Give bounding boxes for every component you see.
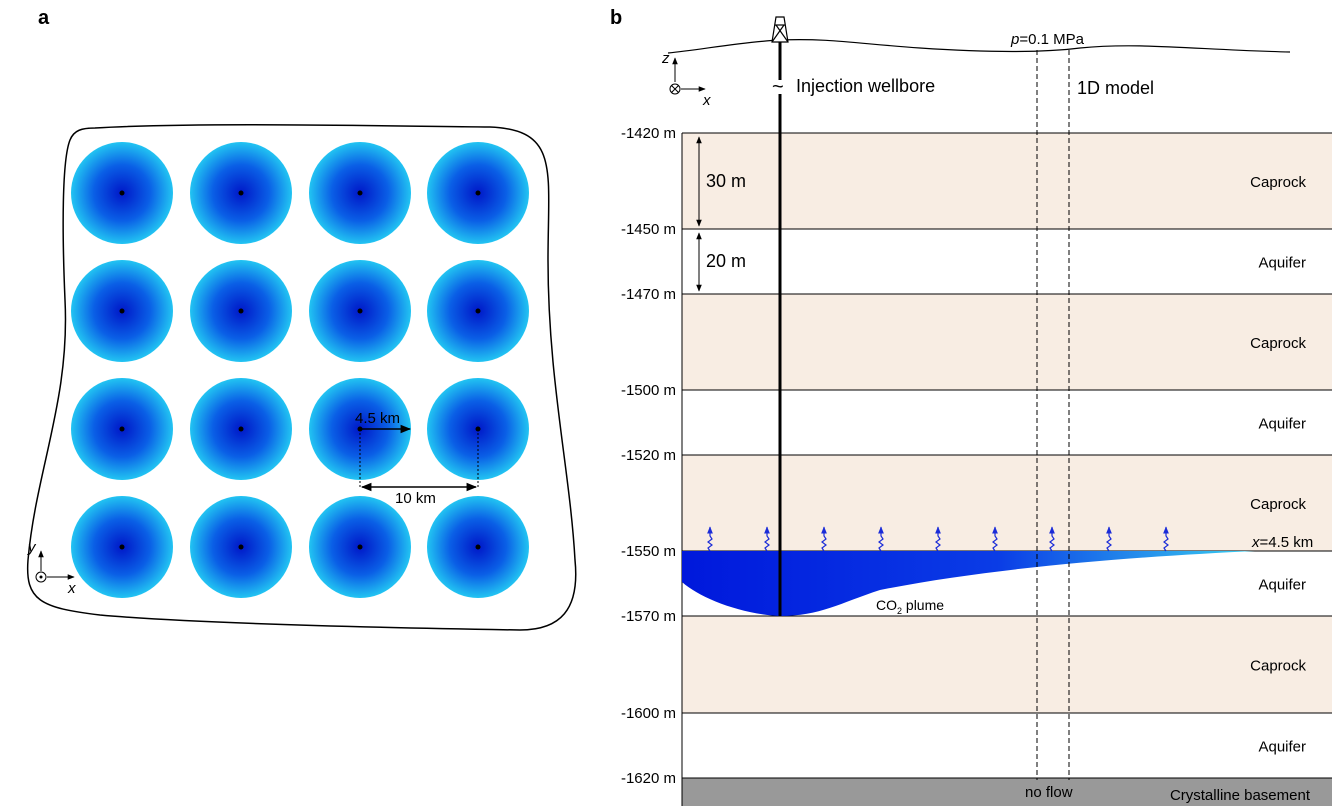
depth-label: -1420 m <box>621 125 676 142</box>
plume-front-label: x=4.5 km <box>1251 534 1313 551</box>
thickness-label: 20 m <box>706 251 746 271</box>
well-point <box>120 309 125 314</box>
depth-label: -1600 m <box>621 705 676 722</box>
pressure-value: =0.1 MPa <box>1019 31 1084 48</box>
layer <box>682 616 1332 713</box>
depth-label: -1620 m <box>621 770 676 787</box>
axis-origin-dot <box>40 576 43 579</box>
figure: a 4.5 km 10 km y x b CaprockAquiferCapro… <box>0 0 1332 806</box>
well-point <box>120 191 125 196</box>
depth-label: -1450 m <box>621 221 676 238</box>
well-grid <box>71 142 529 598</box>
well-point <box>358 309 363 314</box>
layer-label: Caprock <box>1250 335 1306 352</box>
break-symbol: ~ <box>772 76 784 98</box>
depth-label: -1500 m <box>621 382 676 399</box>
well-point <box>239 545 244 550</box>
axis-label: x <box>67 580 76 597</box>
layer <box>682 713 1332 778</box>
layers: Caprock Aquifer Caprock Aquifer Caprock Aquif… <box>621 125 1332 806</box>
thickness-label: 30 m <box>706 171 746 191</box>
pressure-symbol: p <box>1010 31 1019 48</box>
layer-label: Aquifer <box>1258 416 1306 433</box>
layer-label: Aquifer <box>1258 577 1306 594</box>
plume-rest: plume <box>902 597 944 613</box>
ground-surface <box>668 40 1290 53</box>
plume-main: CO <box>876 597 897 613</box>
well-point <box>476 309 481 314</box>
layer-label: Caprock <box>1250 496 1306 513</box>
panel-label: b <box>610 7 622 29</box>
boundary-label: no flow <box>1025 784 1073 801</box>
depth-label: -1470 m <box>621 286 676 303</box>
wellbore-label: Injection wellbore <box>796 76 935 96</box>
layer-label: Aquifer <box>1258 739 1306 756</box>
well-point <box>239 427 244 432</box>
depth-label: -1520 m <box>621 447 676 464</box>
well-point <box>239 191 244 196</box>
layer-label: Aquifer <box>1258 255 1306 272</box>
well-point <box>120 427 125 432</box>
model-label: 1D model <box>1077 78 1154 98</box>
spacing-label: 10 km <box>395 490 436 507</box>
axis-label: z <box>661 50 670 67</box>
well-point <box>120 545 125 550</box>
well-point <box>476 191 481 196</box>
well-point <box>358 545 363 550</box>
drilling-rig <box>772 17 788 42</box>
plume-front-value: =4.5 km <box>1260 534 1314 551</box>
layer-label: Caprock <box>1250 658 1306 675</box>
radius-label: 4.5 km <box>355 410 400 427</box>
well-point <box>239 309 244 314</box>
panel-label: a <box>38 7 50 29</box>
layer-label: Crystalline basement <box>1170 787 1311 804</box>
depth-label: -1550 m <box>621 543 676 560</box>
well-point <box>358 191 363 196</box>
well-point <box>476 545 481 550</box>
pressure-label: p=0.1 MPa <box>1010 31 1085 48</box>
axis-origin-cross <box>672 86 679 93</box>
axis-label: x <box>702 92 711 109</box>
axis-label: y <box>27 539 37 556</box>
depth-label: -1570 m <box>621 608 676 625</box>
layer-label: Caprock <box>1250 174 1306 191</box>
